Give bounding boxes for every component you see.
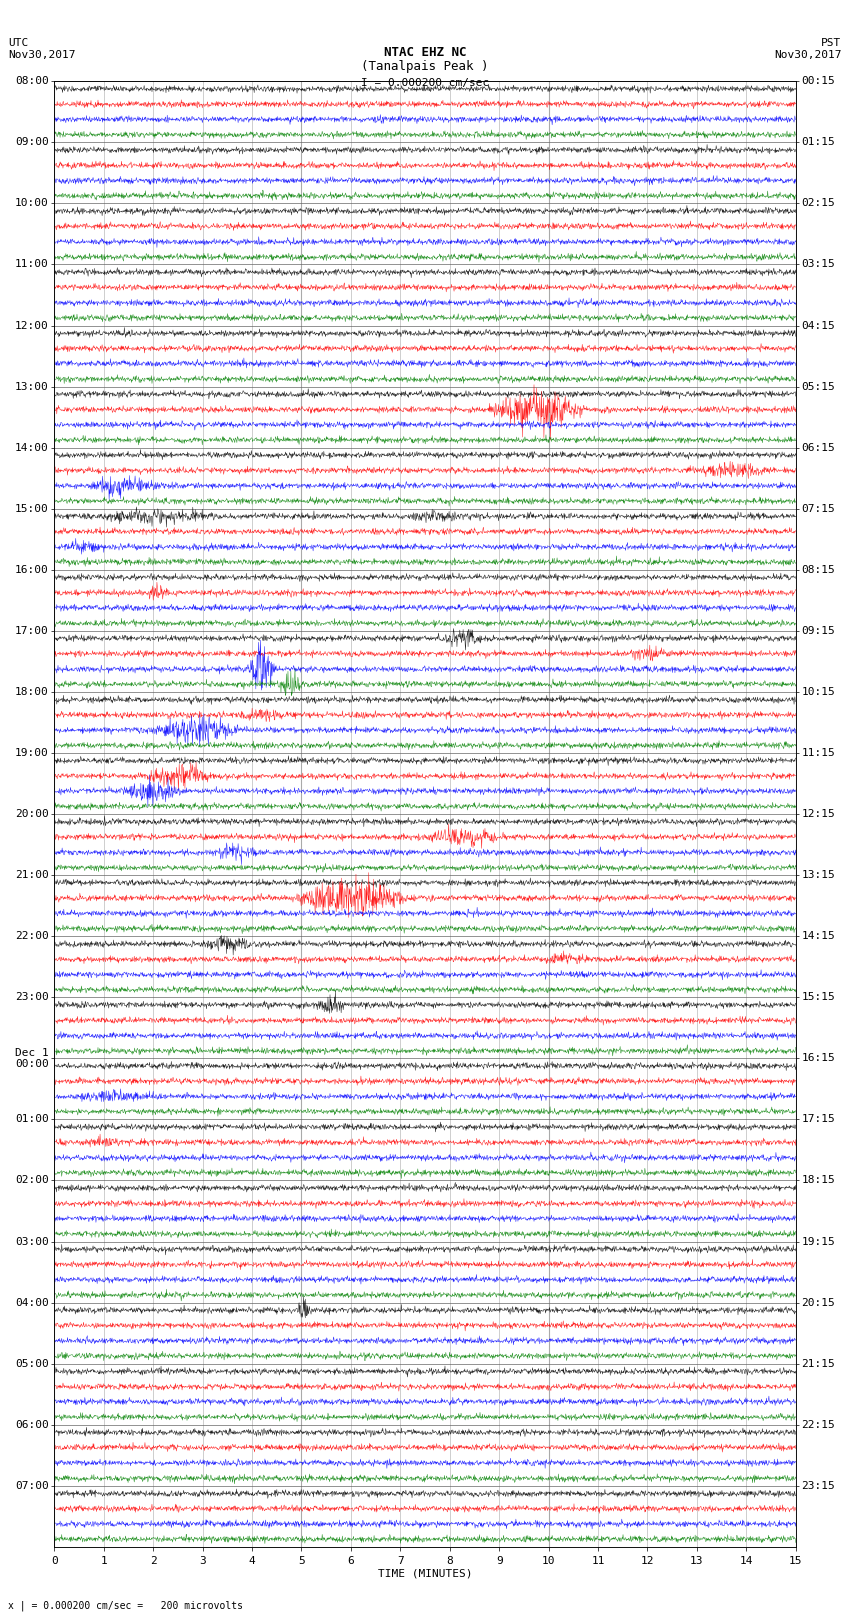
Text: UTC
Nov30,2017: UTC Nov30,2017 — [8, 39, 76, 60]
Text: PST
Nov30,2017: PST Nov30,2017 — [774, 39, 842, 60]
Text: NTAC EHZ NC: NTAC EHZ NC — [383, 45, 467, 58]
X-axis label: TIME (MINUTES): TIME (MINUTES) — [377, 1569, 473, 1579]
Text: x | = 0.000200 cm/sec =   200 microvolts: x | = 0.000200 cm/sec = 200 microvolts — [8, 1600, 243, 1611]
Text: I = 0.000200 cm/sec: I = 0.000200 cm/sec — [361, 77, 489, 87]
Text: (Tanalpais Peak ): (Tanalpais Peak ) — [361, 60, 489, 73]
